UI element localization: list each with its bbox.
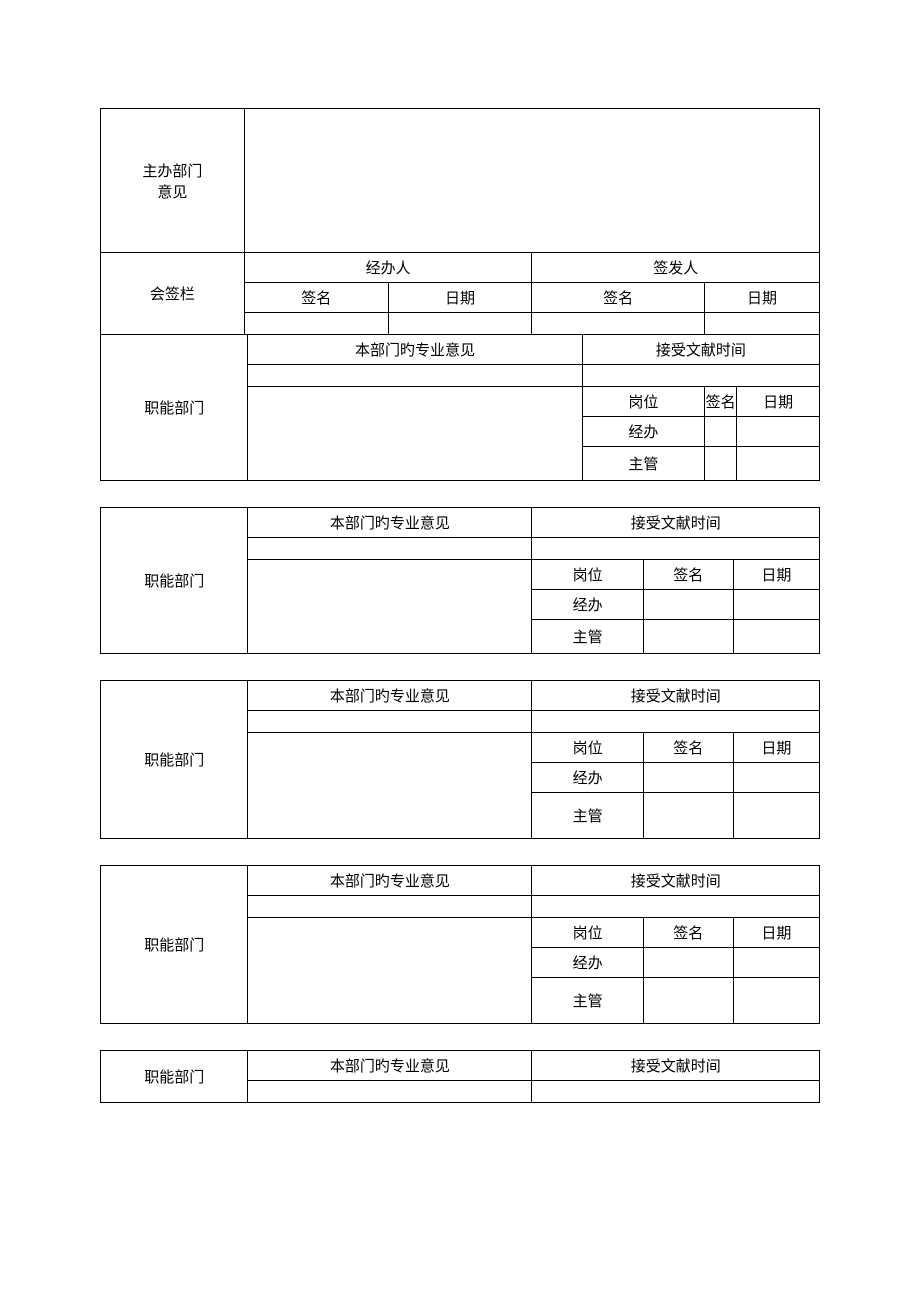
- fd4-prof-opinion-strip: [248, 896, 532, 918]
- fd2-prof-opinion-value: [248, 560, 532, 654]
- fd4-handle-sign: [643, 948, 733, 978]
- fd5-prof-opinion-strip: [248, 1081, 532, 1103]
- fd2-supervisor-sign: [643, 620, 733, 654]
- handler-date-value: [388, 313, 532, 335]
- fd3-label: 职能部门: [101, 681, 248, 839]
- fd1-prof-opinion-label: 本部门旳专业意见: [248, 335, 582, 365]
- fd1-handle-date: [737, 417, 820, 447]
- fd4-label: 职能部门: [101, 866, 248, 1024]
- fd4-prof-opinion-label: 本部门旳专业意见: [248, 866, 532, 896]
- gap-3: [100, 839, 820, 865]
- fd2-label: 职能部门: [101, 508, 248, 654]
- fd1-post-label: 岗位: [582, 387, 704, 417]
- fd-block-2: 职能部门 本部门旳专业意见 接受文献时间 岗位 签名 日期 经办 主管: [100, 507, 820, 654]
- fd4-post-label: 岗位: [532, 918, 643, 948]
- fd4-recv-time-strip: [532, 896, 820, 918]
- fd-block-3: 职能部门 本部门旳专业意见 接受文献时间 岗位 签名 日期 经办 主管: [100, 680, 820, 839]
- fd1-prof-opinion-value: [248, 387, 582, 481]
- fd1-recv-time-strip: [582, 365, 819, 387]
- issuer-date-label: 日期: [704, 283, 819, 313]
- fd4-supervisor-date: [733, 978, 819, 1024]
- host-dept-opinion-l2: 意见: [101, 181, 244, 202]
- fd2-prof-opinion-label: 本部门旳专业意见: [248, 508, 532, 538]
- fd3-supervisor-label: 主管: [532, 793, 643, 839]
- fd2-supervisor-date: [733, 620, 819, 654]
- fd-block-4: 职能部门 本部门旳专业意见 接受文献时间 岗位 签名 日期 经办 主管: [100, 865, 820, 1024]
- fd4-recv-time-label: 接受文献时间: [532, 866, 820, 896]
- fd3-post-label: 岗位: [532, 733, 643, 763]
- fd1-supervisor-sign: [704, 447, 736, 481]
- fd1-handle-sign: [704, 417, 736, 447]
- fd1-prof-opinion-strip: [248, 365, 582, 387]
- fd3-prof-opinion-label: 本部门旳专业意见: [248, 681, 532, 711]
- fd3-sign-label: 签名: [643, 733, 733, 763]
- gap-2: [100, 654, 820, 680]
- fd4-sign-label: 签名: [643, 918, 733, 948]
- fd5-label: 职能部门: [101, 1051, 248, 1103]
- fd4-supervisor-sign: [643, 978, 733, 1024]
- issuer-sign-label: 签名: [532, 283, 705, 313]
- fd3-recv-time-label: 接受文献时间: [532, 681, 820, 711]
- fd1-date-label: 日期: [737, 387, 820, 417]
- fd5-prof-opinion-label: 本部门旳专业意见: [248, 1051, 532, 1081]
- fd3-date-label: 日期: [733, 733, 819, 763]
- host-dept-opinion-label: 主办部门 意见: [101, 109, 245, 253]
- functional-dept-label-1: 职能部门: [101, 335, 248, 481]
- handler-sign-label: 签名: [244, 283, 388, 313]
- issuer-sign-value: [532, 313, 705, 335]
- handler-sign-value: [244, 313, 388, 335]
- fd4-date-label: 日期: [733, 918, 819, 948]
- fd3-handle-sign: [643, 763, 733, 793]
- fd2-handle-label: 经办: [532, 590, 643, 620]
- fd2-supervisor-label: 主管: [532, 620, 643, 654]
- fd2-recv-time-strip: [532, 538, 820, 560]
- handler-label: 经办人: [244, 253, 532, 283]
- fd3-recv-time-strip: [532, 711, 820, 733]
- gap-4: [100, 1024, 820, 1050]
- fd2-post-label: 岗位: [532, 560, 643, 590]
- fd2-recv-time-label: 接受文献时间: [532, 508, 820, 538]
- handler-date-label: 日期: [388, 283, 532, 313]
- issuer-label: 签发人: [532, 253, 820, 283]
- fd5-recv-time-strip: [532, 1081, 820, 1103]
- countersign-label: 会签栏: [101, 253, 245, 335]
- fd3-supervisor-sign: [643, 793, 733, 839]
- fd4-supervisor-label: 主管: [532, 978, 643, 1024]
- fd3-prof-opinion-strip: [248, 711, 532, 733]
- fd3-handle-date: [733, 763, 819, 793]
- host-dept-opinion-value: [244, 109, 819, 253]
- gap-1: [100, 481, 820, 507]
- top-table: 主办部门 意见 会签栏 经办人 签发人 签名 日期 签名 日期 职能部门: [100, 108, 820, 481]
- fd2-handle-date: [733, 590, 819, 620]
- fd4-handle-label: 经办: [532, 948, 643, 978]
- fd-block-5-partial: 职能部门 本部门旳专业意见 接受文献时间: [100, 1050, 820, 1103]
- fd3-handle-label: 经办: [532, 763, 643, 793]
- fd1-supervisor-date: [737, 447, 820, 481]
- fd3-supervisor-date: [733, 793, 819, 839]
- fd2-sign-label: 签名: [643, 560, 733, 590]
- fd1-handle-label: 经办: [582, 417, 704, 447]
- fd5-recv-time-label: 接受文献时间: [532, 1051, 820, 1081]
- host-dept-opinion-l1: 主办部门: [101, 160, 244, 181]
- fd2-prof-opinion-strip: [248, 538, 532, 560]
- fd1-supervisor-label: 主管: [582, 447, 704, 481]
- fd2-date-label: 日期: [733, 560, 819, 590]
- fd3-prof-opinion-value: [248, 733, 532, 839]
- fd4-handle-date: [733, 948, 819, 978]
- fd2-handle-sign: [643, 590, 733, 620]
- issuer-date-value: [704, 313, 819, 335]
- fd1-recv-time-label: 接受文献时间: [582, 335, 819, 365]
- fd4-prof-opinion-value: [248, 918, 532, 1024]
- document-page: 主办部门 意见 会签栏 经办人 签发人 签名 日期 签名 日期 职能部门: [0, 0, 920, 1163]
- fd1-sign-label: 签名: [704, 387, 736, 417]
